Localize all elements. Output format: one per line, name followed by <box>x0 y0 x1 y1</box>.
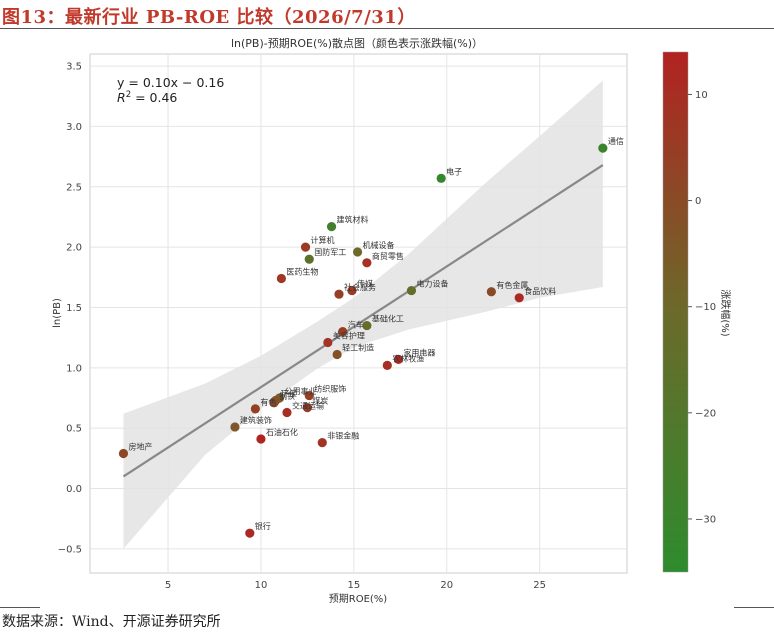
point-label: 计算机 <box>311 235 335 245</box>
data-point <box>302 403 313 413</box>
data-point <box>118 448 129 459</box>
point-label: 建筑装饰 <box>240 415 272 425</box>
point-label: 医药生物 <box>286 266 318 276</box>
data-point <box>514 293 524 303</box>
point-label: 环保 <box>281 388 297 398</box>
point-label: 电力设备 <box>416 279 448 289</box>
y-tick-label: 1.5 <box>66 303 82 314</box>
data-point <box>282 407 292 418</box>
chart-title: ln(PB)-预期ROE(%)散点图（颜色表示涨跌幅(%)） <box>231 36 483 50</box>
regression-line <box>122 164 604 478</box>
data-point <box>436 173 446 183</box>
point-label: 通信 <box>608 136 624 146</box>
data-point <box>362 258 372 268</box>
colorbar-tick-label: −10 <box>695 302 716 313</box>
x-tick-label: 10 <box>255 580 268 591</box>
point-label: 社会服务 <box>344 282 376 292</box>
y-tick-label: 3.0 <box>66 122 82 133</box>
point-label: 美容护理 <box>333 330 365 340</box>
data-point <box>317 438 327 448</box>
data-point <box>338 327 348 337</box>
point-label: 钢铁 <box>279 391 295 401</box>
data-point <box>334 289 344 299</box>
data-point <box>393 354 404 364</box>
point-label: 农林牧渔 <box>392 353 424 363</box>
point-label: 石油石化 <box>266 427 298 437</box>
point-label: 食品饮料 <box>524 286 556 296</box>
colorbar <box>662 51 689 573</box>
point-label: 纺织服饰 <box>314 384 346 394</box>
y-tick-label: 2.5 <box>66 182 82 193</box>
data-point <box>347 285 357 296</box>
source-note: 数据来源：Wind、开源证券研究所 <box>2 614 221 630</box>
data-point <box>230 422 240 432</box>
data-point <box>245 528 255 538</box>
y-tick-labels: −0.5 0.0 0.5 1.0 1.5 2.0 2.5 3.0 3.5 <box>58 62 82 556</box>
x-tick-label: 15 <box>347 580 360 591</box>
point-label: 房地产 <box>128 442 152 452</box>
x-tick-label: 5 <box>165 580 171 591</box>
point-label: 国防军工 <box>314 247 346 257</box>
x-tick-label: 25 <box>533 580 546 591</box>
r-squared-label: R2 = 0.46 <box>117 90 177 105</box>
data-point <box>269 398 279 408</box>
data-point <box>300 242 311 252</box>
data-point <box>332 349 342 360</box>
colorbar-tick-label: 10 <box>695 90 708 101</box>
y-tick-label: 1.0 <box>66 363 82 374</box>
bottom-rule <box>0 607 40 608</box>
colorbar-tick-label: 0 <box>695 196 701 207</box>
data-point <box>362 320 372 331</box>
colorbar-ticks: −30 −20 −10 0 10 <box>688 90 716 525</box>
point-label: 建筑材料 <box>337 215 369 225</box>
confidence-band <box>123 80 603 549</box>
point-label: 银行 <box>255 521 271 531</box>
figure-title: 图13：最新行业 PB-ROE 比较（2026/7/31） <box>2 7 416 28</box>
point-label: 非银金融 <box>327 431 359 441</box>
data-point <box>406 285 417 296</box>
point-label: 公用事业 <box>285 386 317 396</box>
point-label: 传媒 <box>357 279 373 289</box>
x-tick-labels: 5 10 15 20 25 <box>165 580 546 591</box>
data-point <box>304 254 314 264</box>
colorbar-label: 涨跌幅(%) <box>719 289 732 336</box>
point-label: 轻工制造 <box>342 343 374 353</box>
data-point <box>486 287 496 297</box>
data-point <box>250 404 260 414</box>
x-axis-label: 预期ROE(%) <box>329 593 388 605</box>
data-point <box>382 360 392 370</box>
data-point <box>598 143 608 153</box>
data-point <box>323 337 333 348</box>
y-tick-label: 2.0 <box>66 243 82 254</box>
point-label: 家用电器 <box>403 347 435 357</box>
data-point <box>304 390 314 401</box>
top-rule <box>0 28 774 29</box>
point-label: 煤炭 <box>312 396 328 406</box>
point-label: 机械设备 <box>363 240 395 250</box>
point-label: 汽车 <box>348 320 364 330</box>
regression-equation: y = 0.10x − 0.16 <box>117 75 224 90</box>
data-points <box>118 143 608 538</box>
y-tick-label: 0.5 <box>66 424 82 435</box>
x-tick-label: 20 <box>440 580 453 591</box>
data-point <box>276 273 286 284</box>
colorbar-tick-label: −30 <box>695 514 716 525</box>
colorbar-tick-label: −20 <box>695 408 716 419</box>
y-tick-label: 0.0 <box>66 484 82 495</box>
y-tick-label: −0.5 <box>58 544 82 555</box>
point-label: 有色金属 <box>496 280 528 290</box>
point-label: 交通运输 <box>292 400 324 410</box>
data-point <box>352 247 363 257</box>
y-tick-label: 3.5 <box>66 62 82 73</box>
point-label: 电子 <box>446 166 462 176</box>
pb-roe-scatter-chart: ln(PB)-预期ROE(%)散点图（颜色表示涨跌幅(%)） 通信电子建筑材料计… <box>52 36 732 605</box>
point-label: 商贸零售 <box>372 251 404 261</box>
point-label: 基础化工 <box>372 314 404 324</box>
bottom-rule-right <box>734 607 774 608</box>
data-point <box>256 434 266 444</box>
y-axis-label: ln(PB) <box>52 298 63 328</box>
point-label: 有色 <box>260 397 276 407</box>
data-point <box>326 221 337 232</box>
